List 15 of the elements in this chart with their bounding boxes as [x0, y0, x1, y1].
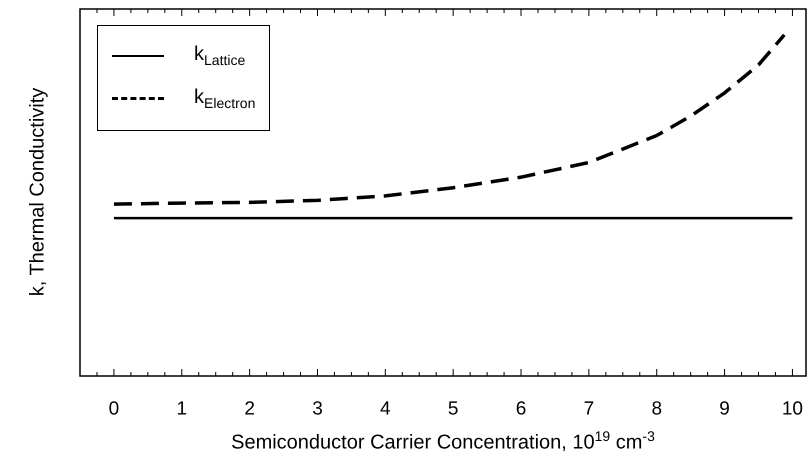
x-tick-label: 9: [719, 398, 730, 420]
x-tick-label: 2: [244, 398, 255, 420]
x-tick-label: 7: [584, 398, 594, 420]
x-tick-label: 1: [176, 398, 188, 420]
x-tick-label: 6: [516, 398, 526, 420]
x-tick-label: 0: [108, 398, 120, 420]
legend-label: k$_{Electron}$: [194, 86, 256, 111]
x-axis-title: Semiconductor Carrier Concentration, 10$^{19}$ cm$^{-3}$: [230, 428, 656, 455]
x-tick-label: 3: [312, 398, 323, 420]
legend-label: k$_{Lattice}$: [194, 43, 246, 68]
y-axis-title: k, Thermal Conductivity: [26, 88, 50, 296]
x-tick-label: 5: [448, 398, 458, 420]
x-tick-label: 4: [380, 398, 392, 420]
x-tick-label: 10: [782, 398, 803, 420]
x-tick-label: 8: [651, 398, 662, 420]
